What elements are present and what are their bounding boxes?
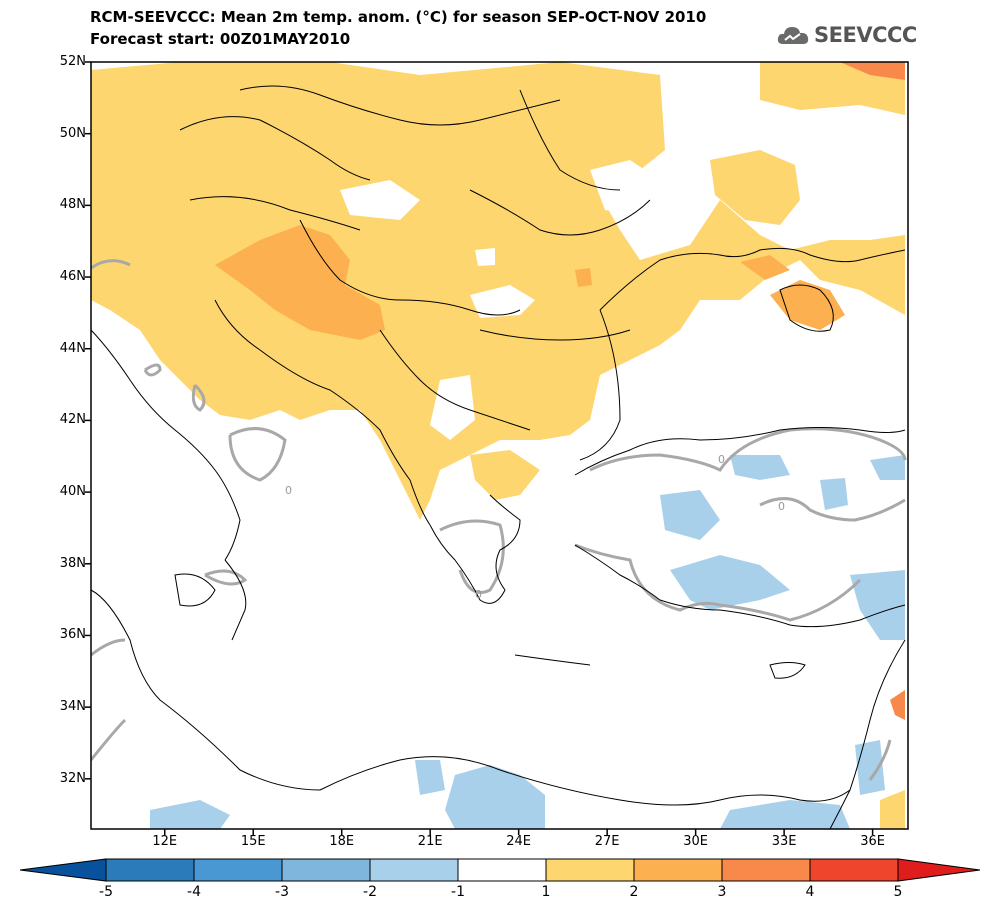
colorbar-level-label: -3 xyxy=(275,884,289,900)
lon-tick-label: 27E xyxy=(594,834,620,849)
colorbar-segment xyxy=(809,858,899,882)
strong-warm-anomaly xyxy=(575,268,592,287)
colorbar-level-label: 2 xyxy=(629,884,639,900)
colorbar-level-label: -2 xyxy=(363,884,377,900)
cool-anomaly-region xyxy=(150,800,230,829)
neutral-region xyxy=(340,180,420,220)
colorbar-level-label: 1 xyxy=(541,884,551,900)
strong-warm-anomaly xyxy=(890,690,905,720)
lat-tick-label: 32N xyxy=(59,770,86,786)
lon-tick-label: 24E xyxy=(506,834,532,849)
lon-tick-label: 30E xyxy=(683,834,708,849)
lon-tick-label: 21E xyxy=(417,834,443,849)
strong-warm-anomaly xyxy=(840,62,905,80)
warm-anomaly-region xyxy=(470,450,540,500)
lat-tick-label: 36N xyxy=(59,627,86,643)
contour-value-label: 0 xyxy=(475,588,482,601)
map-title: RCM-SEEVCCC: Mean 2m temp. anom. (°C) fo… xyxy=(90,8,707,26)
warm-anomaly-region xyxy=(760,62,905,115)
lat-tick-label: 42N xyxy=(59,412,86,428)
lon-tick-marks xyxy=(163,829,874,835)
cool-anomaly-region xyxy=(660,490,720,540)
cool-anomaly-region xyxy=(820,478,848,510)
lat-tick-label: 50N xyxy=(59,125,86,141)
neutral-region xyxy=(430,375,475,440)
seevccc-logo: SEEVCCC xyxy=(776,22,917,48)
strong-warm-anomaly xyxy=(740,255,790,280)
colorbar-level-label: -1 xyxy=(451,884,465,900)
map-frame xyxy=(90,61,909,830)
colorbar-level-label: 5 xyxy=(893,884,903,900)
coastlines-borders xyxy=(91,85,906,829)
warm-anomaly-region xyxy=(710,150,800,225)
colorbar-segment xyxy=(633,858,723,882)
lat-tick-label: 46N xyxy=(59,269,86,285)
colorbar-segment xyxy=(721,858,811,882)
contour-value-label: 0 xyxy=(285,484,292,497)
colorbar-arrow-high xyxy=(897,858,981,882)
contour-value-label: 0 xyxy=(778,500,785,513)
cool-anomaly-region xyxy=(850,570,905,640)
lat-tick-label: 34N xyxy=(59,699,86,715)
anomaly-shading xyxy=(91,62,907,829)
lat-tick-label: 48N xyxy=(59,197,86,213)
lon-tick-label: 18E xyxy=(329,834,355,849)
strong-warm-anomaly xyxy=(215,225,385,340)
cloud-icon xyxy=(777,27,809,44)
colorbar-segment xyxy=(193,858,283,882)
colorbar-arrow-low xyxy=(19,858,107,882)
neutral-region xyxy=(590,160,660,215)
cool-anomaly-region xyxy=(445,765,545,829)
lat-tick-label: 44N xyxy=(59,340,86,356)
cool-anomaly-region xyxy=(720,800,850,829)
cool-anomaly-region xyxy=(415,760,445,795)
colorbar-segment xyxy=(281,858,371,882)
cool-anomaly-region xyxy=(670,555,790,610)
colorbar-level-label: 4 xyxy=(805,884,815,900)
lat-tick-label: 52N xyxy=(59,54,86,69)
neutral-region xyxy=(475,248,495,266)
cool-anomaly-region xyxy=(855,740,885,795)
contour-value-label: 0 xyxy=(718,453,725,466)
colorbar-level-label: -5 xyxy=(99,884,113,900)
colorbar-segment xyxy=(457,858,547,882)
colorbar-segment xyxy=(545,858,635,882)
colorbar-segment xyxy=(369,858,459,882)
logo-text: SEEVCCC xyxy=(814,23,917,47)
cool-anomaly-region xyxy=(730,455,790,480)
colorbar-segment xyxy=(105,858,195,882)
lon-tick-label: 12E xyxy=(152,834,178,849)
strong-warm-anomaly xyxy=(770,280,845,330)
zero-contour-lines xyxy=(91,259,907,781)
lat-tick-marks xyxy=(85,61,91,780)
cool-anomaly-region xyxy=(870,455,905,480)
colorbar-level-label: -4 xyxy=(187,884,201,900)
colorbar xyxy=(19,858,981,882)
colorbar-level-label: 3 xyxy=(717,884,727,900)
forecast-start-label: Forecast start: 00Z01MAY2010 xyxy=(90,30,351,48)
lon-tick-label: 33E xyxy=(771,834,797,849)
lon-tick-label: 36E xyxy=(860,834,885,849)
warm-anomaly-region xyxy=(880,790,905,829)
lon-tick-label: 15E xyxy=(240,834,266,849)
lat-tick-label: 38N xyxy=(59,555,86,571)
neutral-region xyxy=(470,285,535,318)
lat-tick-label: 40N xyxy=(59,484,86,500)
